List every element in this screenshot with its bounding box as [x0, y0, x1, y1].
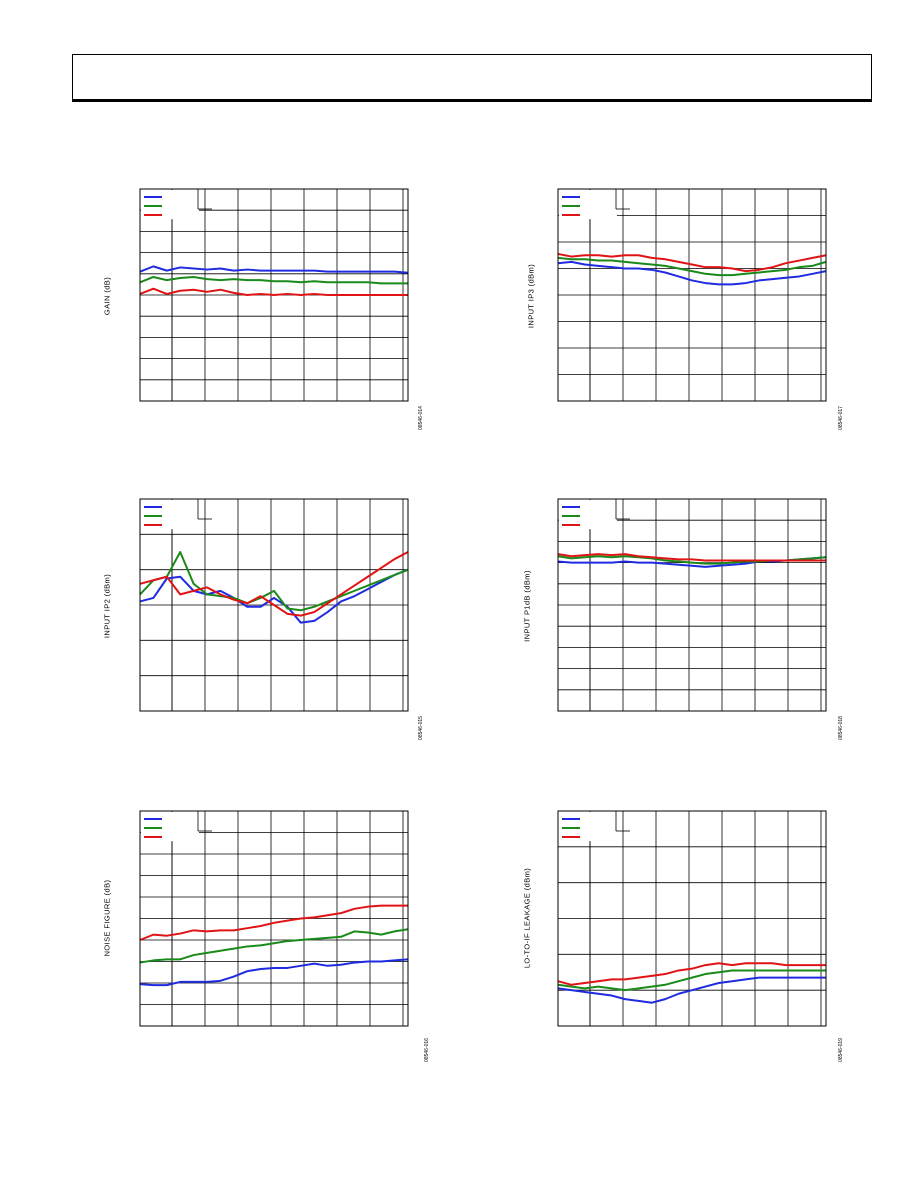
- series-line-green: [139, 275, 408, 285]
- lo-to-if-leakage-plot: [557, 810, 827, 1027]
- series-line-blue: [139, 958, 409, 987]
- series-line-green: [557, 256, 827, 277]
- series-line-red: [557, 252, 827, 273]
- plot-frame: [557, 188, 827, 402]
- input-p1db-plot: [557, 498, 827, 712]
- plot-frame: [139, 498, 409, 712]
- gain-plot: [139, 188, 409, 402]
- input-ip2-plot: [139, 498, 409, 712]
- noise-figure-plot: [139, 810, 409, 1027]
- series-line-red: [557, 962, 826, 986]
- plot-frame: [557, 498, 827, 712]
- series-line-blue: [139, 265, 409, 274]
- input-ip2-chart: INPUT IP2 (dBm) 08546-015: [100, 496, 430, 746]
- series-line-blue: [139, 568, 409, 624]
- plot-frame: [139, 188, 409, 402]
- input-ip3-plot: [557, 188, 827, 402]
- series-line-green: [557, 969, 826, 992]
- gain-chart: GAIN (dB) 08546-014: [100, 186, 430, 436]
- series-line-green: [139, 928, 409, 964]
- series-line-red: [139, 287, 408, 296]
- input-ip3-chart: INPUT IP3 (dBm) 08546-017: [520, 186, 850, 436]
- plot-frame: [139, 810, 409, 1027]
- series-line-blue: [557, 260, 827, 286]
- series-line-blue: [557, 976, 826, 1004]
- lo-to-if-leakage-chart: LO-TO-IF LEAKAGE (dBm) 08546-019: [520, 808, 850, 1068]
- series-line-red: [139, 904, 408, 941]
- series-line-red: [557, 553, 826, 562]
- page-header-box: [72, 54, 872, 102]
- input-p1db-chart: INPUT P1dB (dBm) 08546-018: [520, 496, 850, 746]
- series-line-green: [139, 551, 409, 612]
- series-line-red: [139, 551, 409, 617]
- noise-figure-chart: NOISE FIGURE (dB) 08546-016: [100, 808, 430, 1068]
- plot-frame: [557, 810, 827, 1027]
